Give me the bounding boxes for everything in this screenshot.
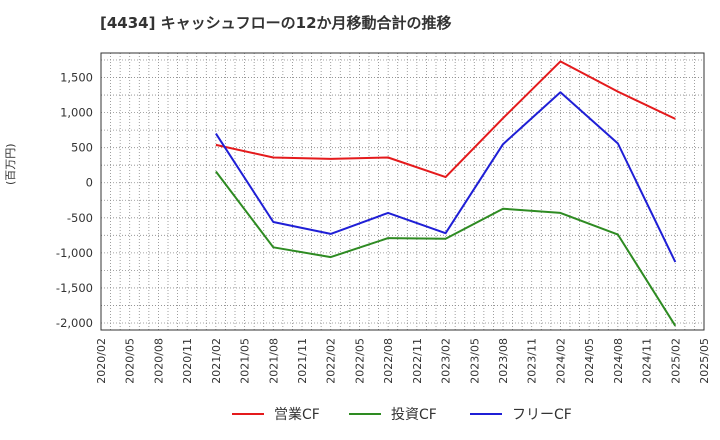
x-tick-label: 2021/05 (239, 338, 252, 384)
series-line (215, 91, 677, 263)
y-tick-labels: 1,500 1,000 500 0 -500 -1,000 -1,500 -2,000 (56, 71, 93, 330)
y-tick-label: -1,000 (56, 246, 93, 260)
x-tick-label: 2025/05 (698, 338, 711, 384)
grid (100, 53, 705, 330)
legend-label: 投資CF (391, 407, 437, 423)
chart-title: [4434] キャッシュフローの12か月移動合計の推移 (100, 14, 452, 32)
y-tick-label: 1,000 (60, 106, 93, 120)
x-tick-label: 2024/11 (641, 338, 654, 384)
x-tick-label: 2020/11 (181, 338, 194, 384)
x-tick-label: 2024/05 (583, 338, 596, 384)
x-tick-label: 2024/08 (612, 338, 625, 384)
x-tick-label: 2023/08 (497, 338, 510, 384)
x-tick-label: 2021/11 (296, 338, 309, 384)
x-tick-label: 2020/08 (152, 338, 165, 384)
x-tick-label: 2020/02 (95, 338, 108, 384)
x-tick-label: 2023/02 (440, 338, 453, 384)
y-tick-label: -1,500 (56, 281, 93, 295)
x-tick-label: 2022/05 (353, 338, 366, 384)
series-line (215, 60, 676, 179)
x-tick-label: 2022/08 (382, 338, 395, 384)
x-tick-label: 2023/11 (526, 338, 539, 384)
x-tick-label: 2022/11 (411, 338, 424, 384)
plot-frame (100, 52, 705, 331)
x-tick-label: 2025/02 (669, 338, 682, 384)
series-lines (215, 60, 677, 327)
x-tick-label: 2024/02 (554, 338, 567, 384)
x-tick-label: 2020/05 (124, 338, 137, 384)
x-tick-label: 2021/02 (210, 338, 223, 384)
y-tick-label: 1,500 (60, 71, 93, 85)
legend-label: フリーCF (512, 407, 572, 423)
y-tick-label: -2,000 (56, 316, 93, 330)
x-tick-label: 2021/08 (267, 338, 280, 384)
x-tick-label: 2022/02 (325, 338, 338, 384)
x-tick-labels: 2020/02 2020/05 2020/08 2020/11 2021/02 2021/… (95, 338, 711, 384)
y-tick-label: -500 (67, 211, 93, 225)
legend-label: 営業CF (274, 407, 320, 423)
y-tick-label: 0 (86, 176, 93, 190)
y-tick-label: 500 (71, 141, 93, 155)
legend: 営業CF 投資CF フリーCF (232, 407, 572, 423)
series-line (215, 170, 677, 327)
x-tick-label: 2023/05 (468, 338, 481, 384)
